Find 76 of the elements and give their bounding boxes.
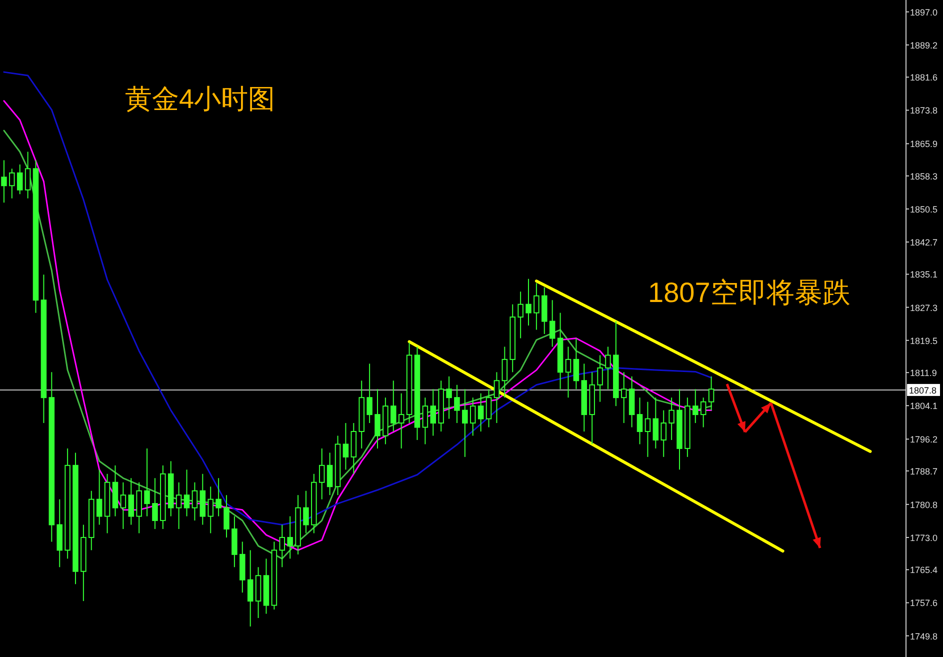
candlestick — [470, 397, 476, 436]
candlestick — [573, 338, 580, 390]
candlestick — [708, 376, 714, 411]
candlestick — [9, 168, 15, 199]
y-tick-label: 1780.8 — [910, 500, 938, 510]
y-tick-label: 1881.6 — [910, 72, 938, 83]
y-tick-label: 1788.7 — [910, 466, 938, 476]
y-tick-label: 1819.5 — [910, 336, 938, 346]
candlestick — [398, 392, 404, 449]
candlestick — [692, 388, 698, 424]
candlestick — [128, 478, 134, 526]
y-tick-label: 1865.9 — [910, 139, 938, 150]
candlestick — [247, 550, 254, 627]
y-tick-label: 1827.3 — [910, 302, 938, 313]
candlestick — [526, 278, 532, 326]
y-tick-label: 1796.2 — [910, 434, 938, 445]
candlestick — [549, 300, 556, 348]
candlestick — [144, 448, 150, 517]
candlestick — [152, 478, 158, 530]
candlestick — [605, 346, 611, 390]
candlestick — [486, 388, 492, 428]
y-tick-label: 1850.5 — [910, 204, 938, 214]
candlestick — [176, 482, 182, 530]
candlestick — [303, 490, 309, 534]
candlestick — [430, 388, 436, 436]
text: 黄金4小时图 — [125, 84, 276, 114]
candlestick — [374, 388, 380, 449]
y-tick-label: 1804.1 — [910, 401, 938, 412]
candlestick — [422, 397, 428, 445]
candlestick — [96, 469, 102, 526]
candlestick — [636, 397, 643, 445]
candlestick — [1, 160, 7, 204]
candlestick — [326, 452, 333, 496]
candlestick — [390, 380, 396, 432]
candlestick — [620, 372, 627, 424]
y-tick-label: 1765.4 — [910, 565, 938, 576]
y-tick-label: 1873.8 — [910, 106, 938, 116]
y-tick-label: 1897.0 — [910, 7, 938, 18]
y-tick-label: 1757.6 — [910, 598, 938, 608]
candlestick — [342, 422, 349, 470]
candlestick — [224, 494, 230, 538]
annotation: 1807空即将暴跌 — [648, 277, 850, 308]
candlestick — [287, 516, 293, 560]
y-tick-label: 1811.9 — [910, 368, 937, 378]
candlestick — [660, 410, 666, 458]
candlestick — [494, 372, 500, 424]
candlestick — [502, 346, 508, 398]
candlestick — [366, 363, 372, 424]
candlestick — [184, 469, 190, 517]
y-tick-label: 1773.0 — [910, 532, 938, 543]
candlestick — [120, 482, 126, 530]
candlestick — [279, 524, 286, 568]
candlestick — [534, 282, 540, 330]
y-tick-label: 1749.8 — [910, 631, 938, 642]
candlestick — [597, 354, 603, 402]
y-tick-label: 1889.2 — [910, 40, 938, 50]
y-tick-label: 1835.1 — [910, 270, 938, 280]
candlestick — [318, 448, 325, 500]
candlestick — [16, 164, 23, 195]
candlestick — [644, 401, 651, 458]
candlestick — [565, 346, 572, 398]
y-tick-label: 1842.7 — [910, 238, 938, 248]
candlestick — [192, 482, 198, 522]
candlestick — [652, 397, 659, 449]
candlestick — [208, 486, 214, 534]
candlestick — [24, 151, 31, 199]
candlestick — [454, 384, 460, 424]
ref-line-label: 1807.8 — [909, 385, 937, 396]
candlestick — [478, 392, 484, 432]
candlestick — [518, 291, 524, 339]
candlestick — [668, 397, 674, 440]
candlestick — [446, 376, 452, 420]
y-tick-label: 1858.3 — [910, 171, 938, 182]
candlestick — [216, 478, 222, 517]
candlestick — [462, 388, 468, 458]
candlestick — [700, 397, 706, 428]
